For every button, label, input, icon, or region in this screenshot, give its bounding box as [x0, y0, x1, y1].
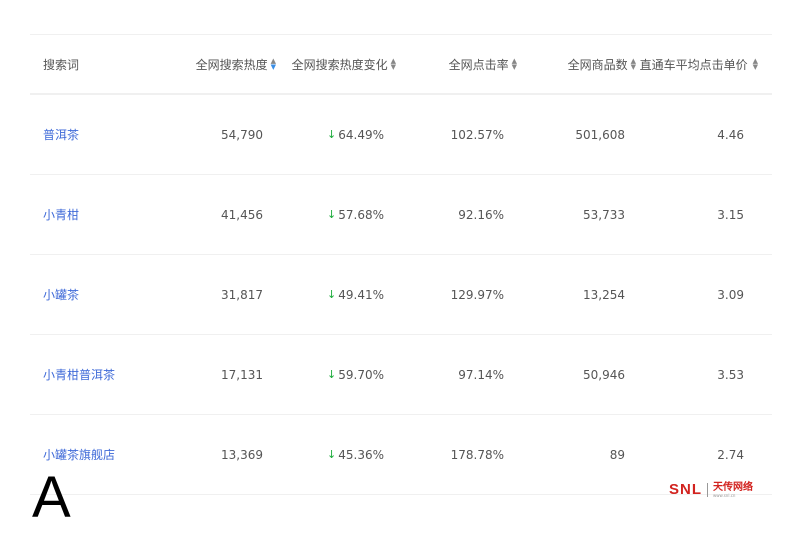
sort-icon[interactable]: ▲ ▼ — [390, 57, 396, 71]
sort-icon[interactable]: ▲ ▼ — [511, 57, 517, 71]
table-row: 小青柑普洱茶 17,131 ↓ 59.70% 97.14% 50,946 3.53 — [30, 335, 772, 415]
header-heat[interactable]: 全网搜索热度 ▲ ▼ — [196, 35, 276, 93]
ctr-value: 129.97% — [450, 287, 504, 302]
sort-icon[interactable]: ▲ ▼ — [752, 57, 758, 71]
top-divider — [30, 34, 772, 35]
logo-divider — [707, 482, 708, 497]
change-value: 45.36% — [338, 447, 384, 462]
arrow-down-icon: ↓ — [327, 368, 337, 381]
header-items[interactable]: 全网商品数 ▲ ▼ — [568, 35, 636, 93]
change-value: 49.41% — [338, 287, 384, 302]
header-term: 搜索词 — [43, 35, 79, 93]
sort-icon[interactable]: ▲ ▼ — [630, 57, 636, 71]
ctr-value: 97.14% — [458, 367, 504, 382]
header-label: 全网搜索热度变化 — [291, 57, 388, 72]
keyword-link[interactable]: 小罐茶 — [43, 288, 80, 302]
items-value: 89 — [609, 447, 625, 462]
heat-value: 13,369 — [221, 447, 263, 462]
header-label: 直通车平均点击单价 — [639, 57, 748, 72]
ctr-value: 92.16% — [458, 207, 504, 222]
sort-icon[interactable]: ▲ ▼ — [270, 57, 276, 71]
ctr-value: 102.57% — [450, 127, 504, 142]
header-label: 全网搜索热度 — [195, 57, 268, 72]
cpc-value: 3.09 — [717, 287, 744, 302]
table-header: 搜索词 全网搜索热度 ▲ ▼ 全网搜索热度变化 ▲ ▼ 全网点击率 ▲ ▼ 全网商品数 ▲ ▼ … — [30, 35, 772, 95]
items-value: 50,946 — [583, 367, 625, 382]
heat-value: 17,131 — [221, 367, 263, 382]
arrow-down-icon: ↓ — [327, 448, 337, 461]
header-cpc[interactable]: 直通车平均点击单价 ▲ ▼ — [640, 35, 758, 93]
heat-value: 41,456 — [221, 207, 263, 222]
items-value: 53,733 — [583, 207, 625, 222]
keyword-link[interactable]: 小青柑普洱茶 — [43, 368, 116, 382]
overlay-letter: A — [32, 465, 71, 530]
cpc-value: 2.74 — [717, 447, 744, 462]
ctr-value: 178.78% — [450, 447, 504, 462]
keyword-link[interactable]: 小青柑 — [43, 208, 80, 222]
keyword-link[interactable]: 普洱茶 — [43, 128, 80, 142]
header-label: 全网商品数 — [567, 57, 628, 72]
items-value: 501,608 — [575, 127, 625, 142]
header-label: 搜索词 — [43, 57, 80, 72]
logo-brand: SNL — [669, 481, 702, 498]
header-change[interactable]: 全网搜索热度变化 ▲ ▼ — [292, 35, 396, 93]
cpc-value: 4.46 — [717, 127, 744, 142]
change-value: 64.49% — [338, 127, 384, 142]
keyword-table: 搜索词 全网搜索热度 ▲ ▼ 全网搜索热度变化 ▲ ▼ 全网点击率 ▲ ▼ 全网商品数 ▲ ▼ … — [30, 35, 772, 495]
table-row: 小罐茶旗舰店 13,369 ↓ 45.36% 178.78% 89 2.74 — [30, 415, 772, 495]
cpc-value: 3.15 — [717, 207, 744, 222]
snl-logo: SNL 天传网络 www.snl.cn — [669, 481, 753, 498]
arrow-down-icon: ↓ — [327, 288, 337, 301]
change-value: 59.70% — [338, 367, 384, 382]
header-ctr[interactable]: 全网点击率 ▲ ▼ — [449, 35, 517, 93]
logo-url: www.snl.cn — [713, 492, 736, 498]
header-label: 全网点击率 — [448, 57, 509, 72]
change-value: 57.68% — [338, 207, 384, 222]
items-value: 13,254 — [583, 287, 625, 302]
arrow-down-icon: ↓ — [327, 208, 337, 221]
keyword-link[interactable]: 小罐茶旗舰店 — [43, 448, 116, 462]
table-row: 普洱茶 54,790 ↓ 64.49% 102.57% 501,608 4.46 — [30, 95, 772, 175]
heat-value: 31,817 — [221, 287, 263, 302]
logo-name: 天传网络 — [713, 481, 753, 493]
table-row: 小青柑 41,456 ↓ 57.68% 92.16% 53,733 3.15 — [30, 175, 772, 255]
cpc-value: 3.53 — [717, 367, 744, 382]
arrow-down-icon: ↓ — [327, 128, 337, 141]
heat-value: 54,790 — [221, 127, 263, 142]
table-row: 小罐茶 31,817 ↓ 49.41% 129.97% 13,254 3.09 — [30, 255, 772, 335]
